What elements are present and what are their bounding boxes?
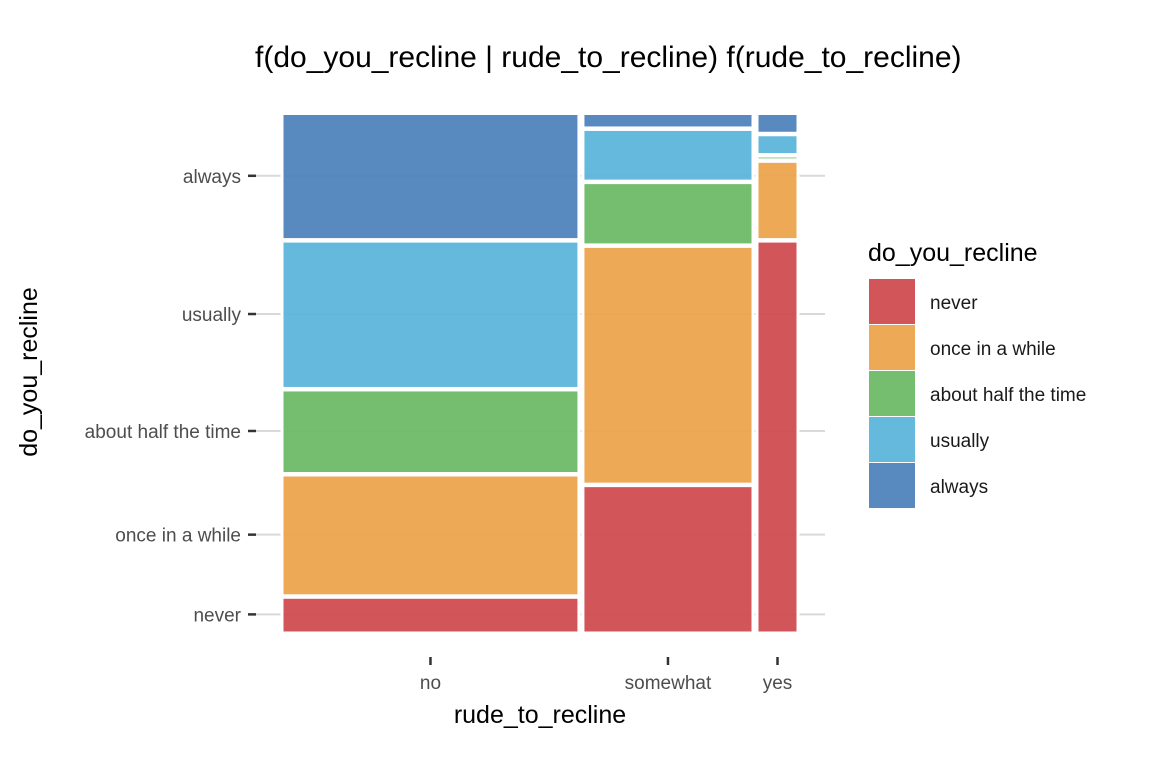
legend-label-never: never <box>930 293 978 314</box>
mosaic-tiles <box>280 112 800 635</box>
tile-somewhat-once-in-a-while <box>581 244 755 486</box>
y-axis: never once in a while about half the time u… <box>85 167 256 626</box>
legend-label-always: always <box>930 477 988 498</box>
tile-no-about-half-the-time <box>280 388 581 476</box>
legend: do_you_recline never once in a while about… <box>868 239 1086 508</box>
tile-yes-once-in-a-while <box>755 159 800 242</box>
tile-no-never <box>280 595 581 635</box>
legend-key-about-half-the-time <box>869 371 915 416</box>
tile-somewhat-about-half-the-time <box>581 181 755 247</box>
y-axis-title: do_you_recline <box>15 287 43 457</box>
legend-key-usually <box>869 417 915 462</box>
tile-yes-usually <box>755 133 800 157</box>
legend-label-once-in-a-while: once in a while <box>930 339 1056 360</box>
x-tick-label-no: no <box>420 673 441 694</box>
legend-label-about-half-the-time: about half the time <box>930 385 1086 406</box>
x-axis-title: rude_to_recline <box>454 701 626 729</box>
tile-no-always <box>280 112 581 242</box>
legend-label-usually: usually <box>930 431 990 452</box>
y-tick-label-usually: usually <box>182 305 242 326</box>
legend-key-once-in-a-while <box>869 325 915 370</box>
x-tick-label-yes: yes <box>763 673 793 694</box>
x-tick-label-somewhat: somewhat <box>625 673 712 694</box>
tile-somewhat-always <box>581 112 755 130</box>
tile-yes-never <box>755 239 800 635</box>
tile-yes-about-half-the-time <box>755 154 800 162</box>
legend-key-always <box>869 463 915 508</box>
y-tick-label-once-in-a-while: once in a while <box>115 526 241 547</box>
tile-somewhat-never <box>581 484 755 635</box>
y-tick-label-about-half-the-time: about half the time <box>85 422 241 443</box>
y-tick-label-always: always <box>183 167 241 188</box>
tile-no-usually <box>280 239 581 390</box>
y-tick-label-never: never <box>193 605 241 626</box>
tile-somewhat-usually <box>581 127 755 183</box>
x-axis: no somewhat yes <box>420 657 792 694</box>
tile-no-once-in-a-while <box>280 473 581 598</box>
chart-title: f(do_you_recline | rude_to_recline) f(ru… <box>255 41 962 74</box>
legend-key-never <box>869 279 915 324</box>
legend-title: do_you_recline <box>868 239 1038 267</box>
tile-yes-always <box>755 112 800 135</box>
